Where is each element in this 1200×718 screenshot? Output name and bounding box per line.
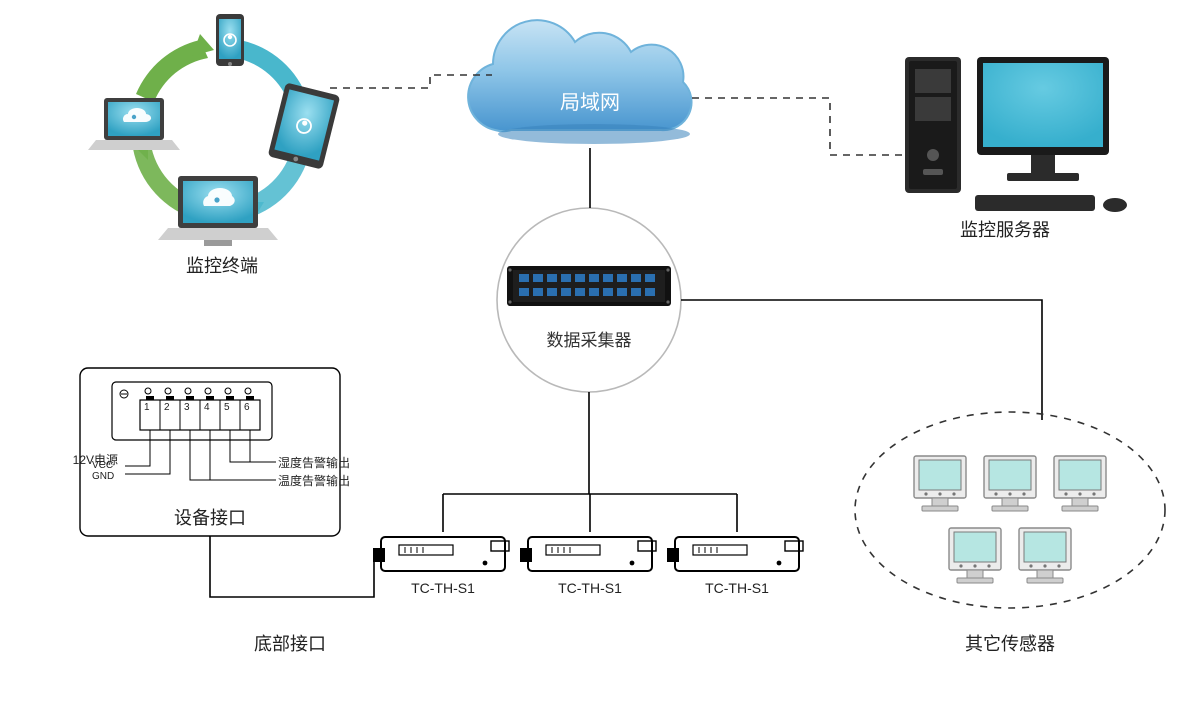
- diagram-stage: 局域网 监控终端 监控服务器 数据采集器 设备接口 TC-TH-S1 TC-TH…: [0, 0, 1200, 713]
- edge-terminals-cloud: [330, 75, 492, 88]
- vcc-label: VCC: [92, 460, 113, 471]
- tn-1: 1: [144, 402, 150, 413]
- terminals-label: 监控终端: [186, 252, 258, 278]
- tablet-icon: [268, 82, 341, 169]
- tn-6: 6: [244, 402, 250, 413]
- bottom-port-label: 底部接口: [254, 630, 326, 656]
- edge-collector-devices: [443, 392, 737, 532]
- edge-collector-sensors: [681, 300, 1042, 420]
- collector-label: 数据采集器: [547, 326, 632, 351]
- device-1-icon: [373, 537, 509, 571]
- device2-label: TC-TH-S1: [558, 580, 622, 596]
- server-icon: [905, 57, 1127, 212]
- laptop-left-icon: [88, 98, 180, 150]
- rack-icon: [507, 266, 671, 306]
- edge-cloud-server: [692, 98, 905, 155]
- sensors-icons: [914, 456, 1106, 583]
- tn-4: 4: [204, 402, 210, 413]
- phone-icon: [216, 14, 244, 66]
- tn-3: 3: [184, 402, 190, 413]
- server-label: 监控服务器: [960, 216, 1050, 242]
- cloud-label: 局域网: [560, 86, 620, 115]
- device-2-icon: [520, 537, 656, 571]
- gnd-label: GND: [92, 471, 114, 482]
- tn-5: 5: [224, 402, 230, 413]
- cloud-icon: [468, 20, 691, 144]
- interface-title: 设备接口: [174, 504, 246, 530]
- humid-alarm-label: 湿度告警输出: [278, 454, 350, 471]
- tn-2: 2: [164, 402, 170, 413]
- device1-label: TC-TH-S1: [411, 580, 475, 596]
- edge-interface-devices: [210, 536, 374, 597]
- other-sensors-label: 其它传感器: [965, 630, 1055, 656]
- temp-alarm-label: 温度告警输出: [278, 472, 350, 489]
- device3-label: TC-TH-S1: [705, 580, 769, 596]
- device-3-icon: [667, 537, 803, 571]
- terminals-cluster: [88, 14, 340, 246]
